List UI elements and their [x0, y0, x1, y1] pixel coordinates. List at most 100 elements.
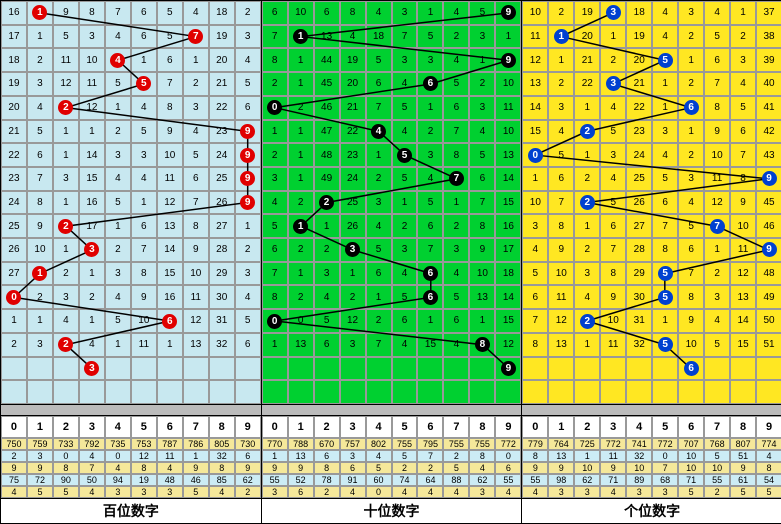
stats-cell: 5: [704, 450, 730, 462]
grid-row: 0246217516311: [262, 96, 522, 120]
grid-cell: 1: [262, 333, 288, 357]
stats-row: 4334335255: [522, 486, 781, 498]
grid-cell: 2: [27, 48, 53, 72]
stats-cell: 3: [105, 486, 131, 498]
stats-cell: 4: [495, 486, 521, 498]
stats-cell: 750: [1, 438, 27, 450]
grid-cell: 6: [314, 1, 340, 25]
trend-ball: 9: [240, 148, 255, 163]
grid-cell: 2: [288, 285, 314, 309]
stats-cell: 772: [652, 438, 678, 450]
grid-cell: 32: [209, 333, 235, 357]
stats-cell: 9: [235, 462, 261, 474]
digit-header: 6: [157, 416, 183, 438]
stats-cell: 6: [314, 450, 340, 462]
grid-cell: 16: [157, 285, 183, 309]
stats-cell: 4: [417, 486, 443, 498]
grid-cell: 15: [79, 167, 105, 191]
grid-cell: 6: [443, 96, 469, 120]
stats-cell: 1: [574, 450, 600, 462]
stats-block: 7797647257727417727077688077748131113201…: [522, 438, 781, 498]
trend-ball: 6: [684, 100, 699, 115]
stats-cell: 1: [183, 450, 209, 462]
digit-header: 7: [183, 416, 209, 438]
stats-cell: 85: [209, 474, 235, 486]
grid-cell: 6: [131, 214, 157, 238]
grid-row: 23731544116259: [1, 167, 261, 191]
stats-cell: 9: [27, 462, 53, 474]
grid-row: 422253151715: [262, 191, 522, 215]
grid-row: 18211104161204: [1, 48, 261, 72]
grid-cell: 5: [131, 120, 157, 144]
lottery-chart: 1619876541821715346571931821110416120419…: [0, 0, 781, 524]
divider: [262, 404, 522, 416]
grid-cell: 1: [131, 48, 157, 72]
stats-cell: 5: [392, 450, 418, 462]
stats-cell: 55: [522, 474, 548, 486]
grid-cell: 7: [600, 238, 626, 262]
grid-cell: 3: [392, 48, 418, 72]
grid-cell: 14: [522, 96, 548, 120]
grid-cell: 9: [678, 309, 704, 333]
stats-cell: 78: [314, 474, 340, 486]
grid-cell: 14: [730, 309, 756, 333]
grid-cell: 10: [495, 72, 521, 96]
grid-cell: 2: [443, 214, 469, 238]
grid-cell: 6: [183, 167, 209, 191]
grid-cell: 1: [600, 25, 626, 49]
grid-cell: 3: [392, 238, 418, 262]
grid-row: 1147228427410: [262, 120, 522, 144]
grid-cell: 15: [495, 309, 521, 333]
stats-cell: 755: [443, 438, 469, 450]
grid-cell: [314, 380, 340, 404]
grid-cell: 7: [469, 191, 495, 215]
stats-cell: 6: [340, 462, 366, 474]
grid-cell: 3: [105, 143, 131, 167]
grid-row: 2148231738513: [262, 143, 522, 167]
grid-cell: 13: [157, 214, 183, 238]
grid-cell: [157, 357, 183, 381]
grid-cell: 6: [548, 167, 574, 191]
stats-cell: 8: [131, 462, 157, 474]
main-grid: 6106843145971134187523181441953341921452…: [262, 1, 522, 404]
grid-cell: 12: [53, 72, 79, 96]
grid-cell: [730, 357, 756, 381]
grid-cell: 25: [1, 214, 27, 238]
grid-cell: 4: [600, 167, 626, 191]
grid-cell: 24: [1, 191, 27, 215]
grid-cell: 20: [340, 72, 366, 96]
grid-cell: 3: [730, 48, 756, 72]
stats-block: 7707886707578027557957557557721136345728…: [262, 438, 522, 498]
grid-cell: 1: [574, 333, 600, 357]
grid-cell: 2: [53, 262, 79, 286]
grid-cell: 22: [209, 96, 235, 120]
stats-cell: 10: [678, 450, 704, 462]
column-2: 1021931843413711120119425238121212205163…: [522, 1, 781, 498]
grid-cell: 9: [27, 214, 53, 238]
stats-cell: 4: [157, 462, 183, 474]
grid-cell: 7: [704, 72, 730, 96]
grid-cell: [600, 357, 626, 381]
stats-cell: 8: [756, 462, 781, 474]
stats-cell: 4: [756, 450, 781, 462]
grid-cell: 2: [600, 48, 626, 72]
grid-cell: 1: [574, 96, 600, 120]
stats-cell: 792: [79, 438, 105, 450]
trend-ball: 9: [762, 242, 777, 257]
grid-cell: 18: [1, 48, 27, 72]
grid-cell: 13: [469, 285, 495, 309]
grid-cell: 2: [574, 238, 600, 262]
stats-cell: 757: [340, 438, 366, 450]
grid-cell: 12: [79, 96, 105, 120]
trend-ball: 2: [580, 314, 595, 329]
trend-ball: 6: [684, 361, 699, 376]
stats-cell: 5: [678, 486, 704, 498]
grid-cell: 18: [495, 262, 521, 286]
stats-cell: 50: [79, 474, 105, 486]
stats-row: 9987484989: [1, 462, 261, 474]
grid-cell: [574, 380, 600, 404]
grid-cell: 4: [704, 1, 730, 25]
grid-cell: 5: [417, 25, 443, 49]
grid-cell: 4: [105, 167, 131, 191]
digit-header: 8: [209, 416, 235, 438]
